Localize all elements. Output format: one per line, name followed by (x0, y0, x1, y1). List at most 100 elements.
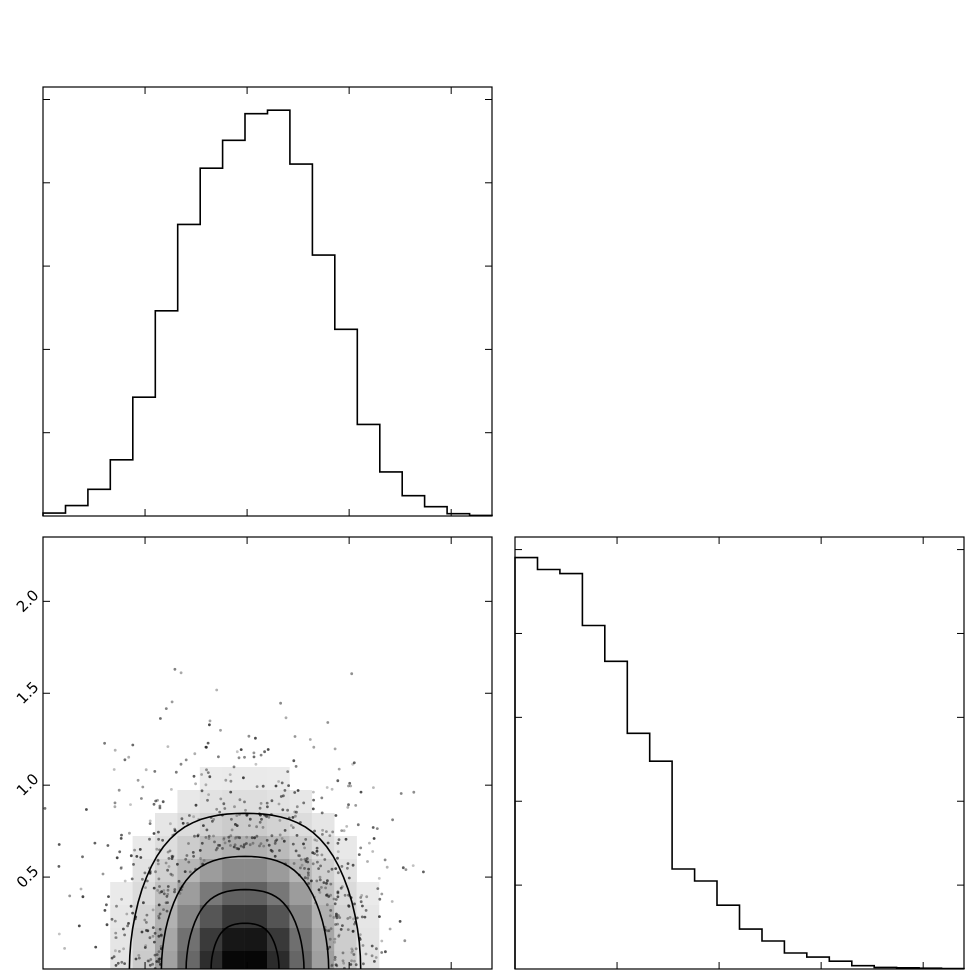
scatter-point (148, 819, 152, 823)
scatter-point (346, 928, 350, 931)
scatter-point (127, 922, 130, 925)
scatter-point (344, 837, 348, 841)
marginal-histogram-x-ticks (43, 87, 492, 516)
joint-density-panel: 0.5 1.0 1.5 2.0 (13, 536, 493, 970)
scatter-point (351, 949, 354, 952)
density-cell (155, 882, 178, 906)
scatter-point (282, 794, 285, 798)
scatter-point (148, 822, 152, 825)
scatter-point (358, 933, 362, 936)
density-cell (356, 905, 380, 929)
density-cell (199, 790, 223, 814)
scatter-point (217, 755, 220, 759)
scatter-point (333, 747, 337, 751)
scatter-point (165, 895, 169, 898)
scatter-point (378, 897, 382, 901)
scatter-point (192, 815, 196, 819)
scatter-point (307, 873, 310, 877)
scatter-point (158, 912, 162, 916)
scatter-point (320, 796, 324, 800)
scatter-point (294, 849, 298, 853)
scatter-point (377, 877, 381, 880)
scatter-point (283, 789, 287, 792)
scatter-point (329, 927, 333, 930)
scatter-point (326, 879, 329, 883)
density-contours (128, 812, 362, 969)
scatter-point (300, 863, 304, 867)
scatter-point (346, 862, 350, 865)
density-cell (110, 928, 133, 952)
scatter-point (179, 671, 183, 675)
scatter-point (266, 748, 270, 751)
scatter-point (79, 887, 83, 891)
scatter-point (103, 741, 106, 745)
scatter-point (335, 912, 338, 916)
scatter-point (334, 814, 338, 817)
scatter-point (133, 848, 137, 852)
scatter-point (101, 872, 105, 876)
scatter-point (120, 833, 123, 837)
density-cell (267, 882, 290, 906)
scatter-point (85, 808, 88, 811)
density-cell (244, 951, 268, 969)
y-tick-label: 0.5 (13, 862, 43, 892)
scatter-point (217, 843, 220, 847)
scatter-point (139, 856, 143, 859)
scatter-point (401, 866, 405, 870)
scatter-point (259, 842, 263, 845)
scatter-point (215, 846, 219, 850)
density-cell (110, 882, 133, 906)
scatter-point (321, 833, 324, 836)
scatter-point (221, 847, 224, 850)
scatter-point (157, 960, 161, 964)
scatter-point (105, 923, 109, 927)
scatter-point (303, 867, 306, 870)
scatter-point (224, 778, 228, 782)
scatter-point (325, 882, 328, 885)
contour-line-inner (185, 888, 305, 969)
scatter-point (361, 944, 365, 947)
scatter-point (283, 829, 287, 832)
scatter-point (245, 835, 249, 839)
scatter-point (232, 765, 236, 769)
scatter-point (193, 834, 196, 838)
density-cell (311, 951, 335, 969)
scatter-point (320, 853, 324, 857)
scatter-point (332, 897, 336, 901)
scatter-point (333, 955, 337, 959)
scatter-point (270, 849, 274, 853)
density-cell (289, 951, 313, 969)
scatter-point (113, 801, 117, 805)
scatter-point (166, 745, 170, 748)
scatter-point (156, 858, 160, 862)
scatter-point (339, 928, 343, 931)
scatter-point (337, 914, 340, 917)
scatter-point (166, 885, 170, 888)
scatter-point (205, 768, 208, 772)
scatter-point (227, 839, 231, 843)
scatter-point (125, 912, 129, 916)
scatter-point (157, 837, 161, 841)
scatter-point (295, 805, 299, 809)
density-cell (244, 905, 268, 929)
scatter-point (336, 890, 340, 894)
density-cell (289, 859, 313, 883)
scatter-point (196, 834, 200, 838)
scatter-point (198, 849, 202, 852)
density-cell (110, 905, 133, 929)
scatter-point (144, 944, 148, 947)
density-cell (199, 767, 223, 791)
scatter-point (112, 955, 116, 958)
scatter-point (364, 952, 368, 956)
scatter-point (337, 838, 341, 841)
scatter-point (265, 815, 268, 818)
scatter-point (179, 762, 183, 766)
scatter-point (206, 798, 209, 802)
scatter-point (117, 788, 121, 792)
scatter-point (274, 784, 278, 788)
scatter-point (222, 836, 226, 840)
scatter-point (286, 808, 289, 812)
marginal-histogram-y-panel (514, 536, 965, 970)
scatter-point (250, 836, 254, 840)
scatter-point (265, 838, 269, 842)
